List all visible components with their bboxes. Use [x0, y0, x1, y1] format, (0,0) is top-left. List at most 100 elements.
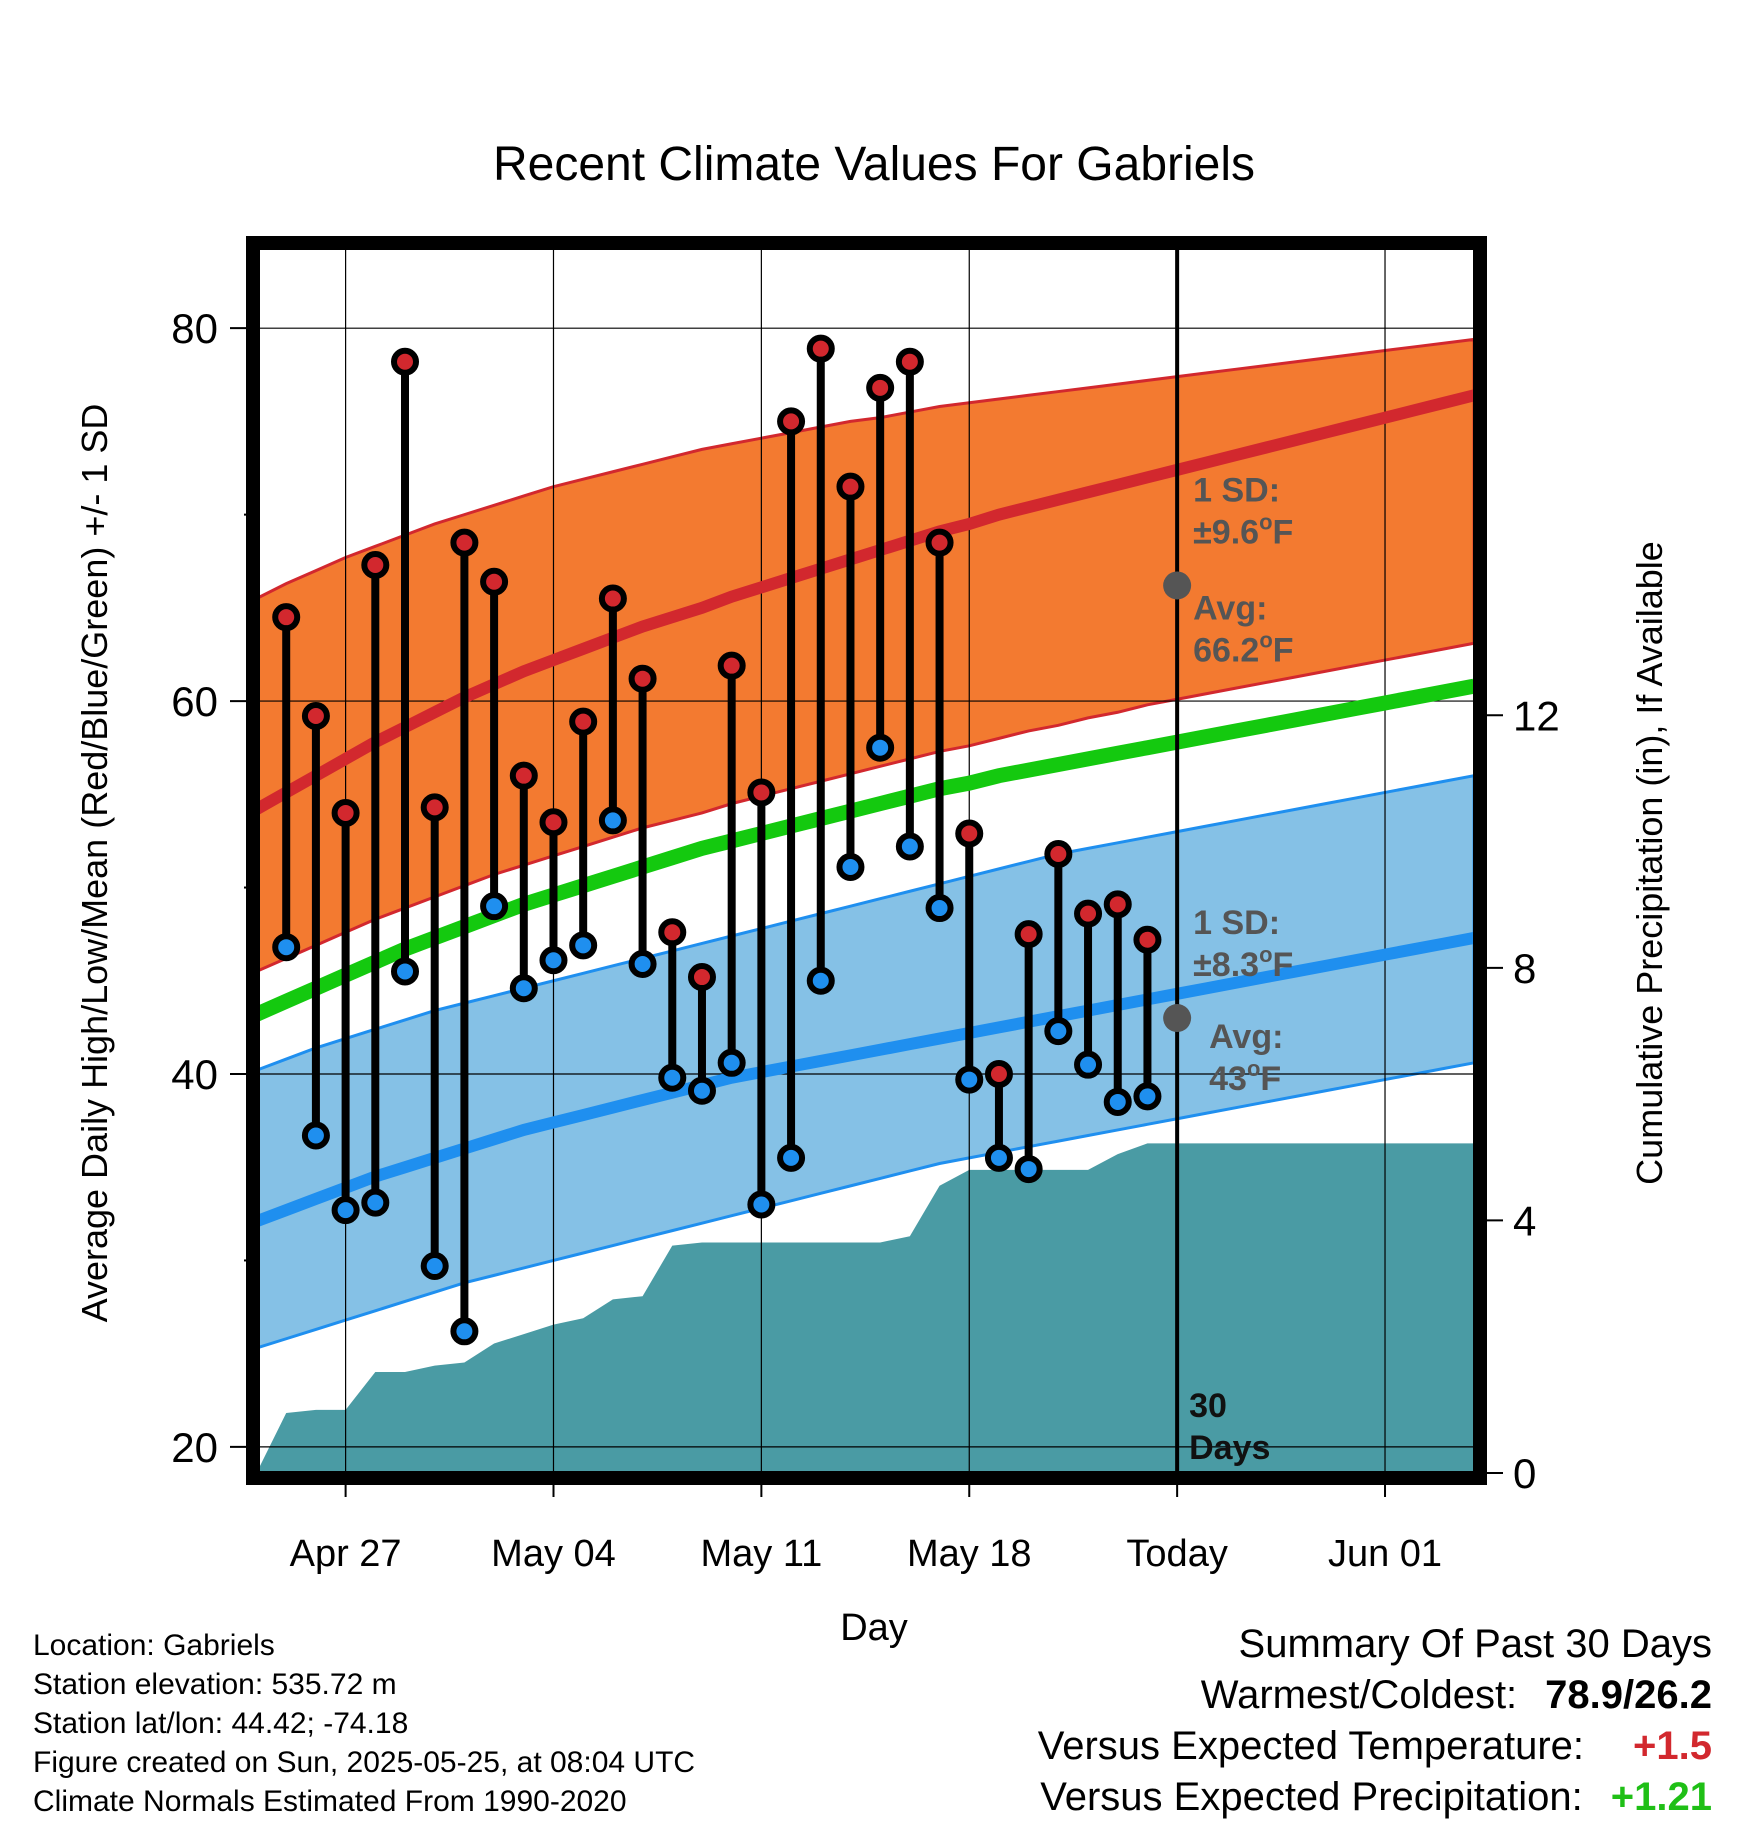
daily-high-point [984, 1059, 1013, 1088]
daily-low-point [955, 1065, 984, 1094]
precip-value: +1.21 [1610, 1775, 1712, 1819]
location-text: Location: Gabriels [33, 1629, 275, 1662]
y-axis-label: Average Daily High/Low/Mean (Red/Blue/Gr… [74, 404, 115, 1323]
daily-low-point [1103, 1087, 1132, 1116]
daily-low-point [598, 806, 627, 835]
chart-title: Recent Climate Values For Gabriels [493, 138, 1255, 191]
days-word-label: Days [1189, 1429, 1270, 1467]
daily-high-point [955, 819, 984, 848]
x-tick-label: May 18 [907, 1533, 1032, 1575]
daily-low-point [331, 1196, 360, 1225]
daily-high-point [747, 778, 776, 807]
x-tick-label: Apr 27 [290, 1533, 402, 1575]
daily-low-point [1014, 1155, 1043, 1184]
precip-area [258, 1143, 1475, 1473]
x-tick-label: Jun 01 [1328, 1533, 1442, 1575]
daily-high-point [866, 373, 895, 402]
daily-low-point [895, 832, 924, 861]
daily-low-point [539, 946, 568, 975]
daily-high-point [1044, 839, 1073, 868]
plot-area [258, 248, 1475, 1473]
low-avg-value: 43oF [1209, 1056, 1281, 1098]
low-sd-label: 1 SD: [1193, 904, 1280, 942]
y-tick-label: 40 [171, 1051, 218, 1098]
normal-high-line [258, 389, 1475, 815]
y2-axis-label: Cumulative Precipitation (in), If Availa… [1629, 541, 1670, 1185]
days-count-label: 30 [1189, 1387, 1227, 1425]
x-tick-label: Today [1126, 1533, 1227, 1575]
daily-low-point [569, 931, 598, 960]
y2-tick-label: 8 [1513, 945, 1536, 992]
daily-low-point [984, 1143, 1013, 1172]
y2-tick-label: 12 [1513, 692, 1560, 739]
today-high-avg-marker [1163, 571, 1192, 600]
daily-high-point [1074, 899, 1103, 928]
y-tick-label: 20 [171, 1424, 218, 1471]
daily-high-point [925, 528, 954, 557]
station-info: Location: Gabriels Station elevation: 53… [33, 1626, 695, 1821]
daily-low-point [272, 933, 301, 962]
low-avg-label: Avg: [1209, 1018, 1283, 1056]
created-text: Figure created on Sun, 2025-05-25, at 08… [33, 1746, 696, 1779]
normals-text: Climate Normals Estimated From 1990-2020 [33, 1785, 627, 1818]
daily-low-point [717, 1048, 746, 1077]
daily-high-point [391, 347, 420, 376]
daily-low-point [1074, 1050, 1103, 1079]
high-avg-label: Avg: [1193, 589, 1267, 627]
precip-label: Versus Expected Precipitation: [1040, 1775, 1583, 1819]
low-sd-value: ±8.3oF [1193, 942, 1293, 984]
daily-low-point [480, 892, 509, 921]
warm-cold-row: Warmest/Coldest: 78.9/26.2 [1038, 1670, 1712, 1721]
daily-high-point [331, 798, 360, 827]
warm-cold-label: Warmest/Coldest: [1200, 1673, 1518, 1717]
high-sd-value: ±9.6oF [1193, 509, 1293, 551]
normal-low-line [258, 931, 1475, 1227]
plot-frame [246, 236, 1487, 1485]
daily-high-point [598, 584, 627, 613]
daily-high-point [1014, 920, 1043, 949]
daily-low-point [747, 1190, 776, 1219]
today-low-avg-marker [1163, 1004, 1192, 1033]
temp-label: Versus Expected Temperature: [1037, 1724, 1584, 1768]
daily-high-point [658, 918, 687, 947]
daily-high-point [509, 761, 538, 790]
x-tick-label: May 04 [491, 1533, 616, 1575]
daily-high-point [1103, 890, 1132, 919]
x-tick-label: May 11 [700, 1533, 822, 1575]
daily-low-point [420, 1252, 449, 1281]
daily-high-point [272, 603, 301, 632]
daily-high-point [777, 407, 806, 436]
daily-high-point [569, 707, 598, 736]
daily-low-point [925, 894, 954, 923]
daily-low-point [806, 966, 835, 995]
daily-low-point [301, 1121, 330, 1150]
summary-panel: Summary Of Past 30 Days Warmest/Coldest:… [1038, 1619, 1712, 1823]
daily-high-point [450, 528, 479, 557]
y-tick-label: 80 [171, 305, 218, 352]
daily-low-point [391, 957, 420, 986]
temp-row: Versus Expected Temperature: +1.5 [1038, 1721, 1712, 1772]
temp-value: +1.5 [1633, 1724, 1712, 1768]
high-avg-value: 66.2oF [1193, 627, 1293, 669]
daily-high-point [806, 334, 835, 363]
daily-high-point [539, 808, 568, 837]
daily-high-point [895, 347, 924, 376]
daily-high-point [628, 664, 657, 693]
daily-low-point [687, 1076, 716, 1105]
daily-low-point [450, 1317, 479, 1346]
y-tick-label: 60 [171, 678, 218, 725]
precip-row: Versus Expected Precipitation: +1.21 [1038, 1772, 1712, 1823]
daily-high-point [420, 793, 449, 822]
daily-high-point [687, 963, 716, 992]
latlon-text: Station lat/lon: 44.42; -74.18 [33, 1707, 409, 1740]
daily-high-point [480, 567, 509, 596]
y2-tick-label: 4 [1513, 1197, 1536, 1244]
daily-high-point [301, 701, 330, 730]
daily-high-point [717, 651, 746, 680]
daily-low-point [509, 974, 538, 1003]
daily-low-point [1133, 1082, 1162, 1111]
y2-tick-label: 0 [1513, 1450, 1536, 1497]
high-sd-label: 1 SD: [1193, 471, 1280, 509]
daily-high-point [361, 550, 390, 579]
